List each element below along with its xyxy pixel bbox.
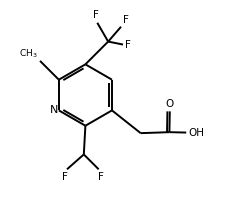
- Text: F: F: [126, 40, 131, 50]
- Text: F: F: [98, 172, 103, 182]
- Text: N: N: [50, 105, 59, 115]
- Text: F: F: [62, 172, 68, 182]
- Text: OH: OH: [188, 128, 204, 138]
- Text: F: F: [93, 10, 99, 20]
- Text: F: F: [123, 15, 129, 25]
- Text: O: O: [166, 99, 174, 109]
- Text: CH$_3$: CH$_3$: [19, 47, 38, 60]
